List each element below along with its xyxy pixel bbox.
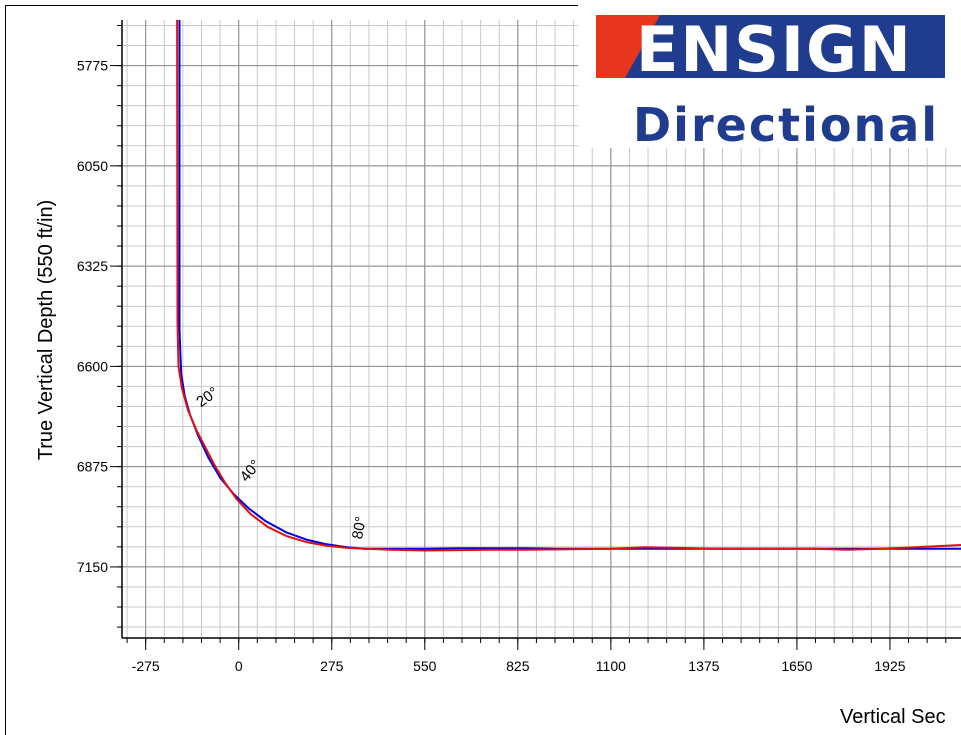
x-tick-label: 1650 (781, 658, 812, 674)
x-tick-label: 825 (506, 658, 530, 674)
x-axis-title: Vertical Sec (840, 706, 946, 728)
x-tick-label: 550 (413, 658, 437, 674)
y-tick-label: 6875 (77, 459, 108, 475)
inclination-annotation: 80° (349, 515, 370, 540)
y-tick-label: 6050 (77, 158, 108, 174)
inclination-annotation: 40° (237, 457, 265, 485)
x-tick-label: 0 (235, 658, 243, 674)
logo-word-directional: Directional (633, 98, 939, 152)
ensign-directional-logo: ENSIGN Directional (578, 0, 961, 152)
y-tick-label: 5775 (77, 58, 108, 74)
x-tick-label: -275 (132, 658, 160, 674)
logo-word-ensign: ENSIGN (636, 13, 913, 86)
y-tick-label: 6600 (77, 358, 108, 374)
y-tick-label: 7150 (77, 559, 108, 575)
y-axis-title: True Vertical Depth (550 ft/in) (35, 200, 57, 461)
x-tick-label: 1925 (874, 658, 905, 674)
x-tick-label: 1100 (596, 658, 626, 674)
x-tick-label: 1375 (688, 658, 719, 674)
x-tick-label: 275 (320, 658, 344, 674)
y-tick-label: 6325 (77, 258, 108, 274)
